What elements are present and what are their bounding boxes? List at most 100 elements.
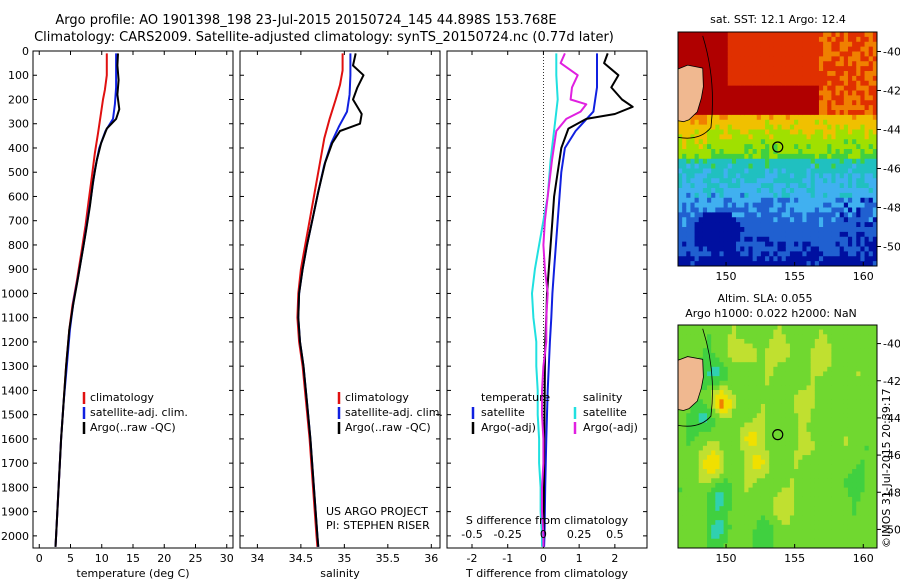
- map-cell: [864, 422, 870, 428]
- map-cell: [686, 158, 691, 165]
- map-cell: [723, 105, 729, 111]
- map-cell: [731, 450, 737, 456]
- map-cell: [823, 436, 828, 442]
- map-cell: [868, 153, 874, 160]
- map-cell: [818, 390, 824, 396]
- map-cell: [719, 417, 725, 423]
- map-cell: [690, 139, 695, 145]
- map-cell: [715, 192, 720, 199]
- map-cell: [744, 408, 749, 414]
- map-cell: [678, 427, 683, 433]
- map-cell: [765, 51, 770, 57]
- map-cell: [752, 41, 758, 48]
- map-cell: [785, 227, 791, 233]
- map-cell: [802, 352, 807, 358]
- map-cell: [690, 134, 695, 140]
- map-cell: [839, 357, 845, 363]
- map-cell: [723, 390, 729, 396]
- map-cell: [802, 390, 807, 396]
- map-cell: [694, 455, 700, 461]
- map-cell: [868, 376, 874, 382]
- map-cell: [781, 524, 787, 530]
- map-cell: [868, 207, 874, 213]
- map-cell: [723, 441, 729, 447]
- map-cell: [760, 236, 766, 243]
- map-cell: [839, 217, 845, 223]
- map-cell: [715, 492, 720, 498]
- map-cell: [702, 348, 708, 354]
- map-cell: [769, 325, 774, 331]
- map-cell: [731, 158, 737, 165]
- map-cell: [818, 385, 824, 391]
- map-cell: [781, 173, 787, 179]
- map-cell: [818, 66, 824, 72]
- map-cell: [727, 352, 733, 358]
- map-cell: [777, 529, 783, 535]
- map-cell: [682, 515, 687, 521]
- map-cell: [715, 427, 720, 433]
- map-cell: [794, 61, 799, 67]
- map-cell: [715, 183, 720, 189]
- map-cell: [731, 469, 737, 475]
- map-cell: [872, 207, 878, 213]
- map-cell: [690, 192, 695, 199]
- map-cell: [868, 357, 874, 363]
- map-cell: [860, 510, 865, 516]
- map-cell: [777, 183, 783, 189]
- map-cell: [686, 207, 691, 213]
- y-tick-label: 500: [8, 166, 29, 179]
- map-cell: [711, 153, 716, 160]
- map-cell: [810, 455, 816, 461]
- map-cell: [744, 129, 749, 135]
- map-cell: [847, 231, 853, 238]
- map-cell: [773, 119, 778, 126]
- map-cell: [682, 422, 687, 428]
- map-cell: [864, 236, 870, 243]
- map-cell: [818, 529, 824, 535]
- map-cell: [835, 110, 841, 116]
- map-cell: [835, 178, 841, 184]
- map-cell: [785, 450, 791, 456]
- map-cell: [711, 173, 716, 179]
- map-cell: [831, 207, 836, 213]
- map-cell: [702, 394, 708, 400]
- map-cell: [789, 61, 795, 67]
- map-cell: [678, 506, 683, 512]
- map-cell: [872, 496, 878, 502]
- map-cell: [748, 417, 754, 423]
- map-cell: [686, 524, 691, 530]
- map-cell: [794, 110, 799, 116]
- map-cell: [814, 408, 820, 414]
- map-cell: [831, 197, 836, 204]
- map-cell: [702, 36, 708, 43]
- map-cell: [686, 32, 691, 38]
- map-cell: [818, 222, 824, 228]
- map-cell: [731, 41, 737, 48]
- map-cell: [773, 85, 778, 91]
- map-cell: [773, 362, 778, 368]
- map-cell: [814, 464, 820, 470]
- map-cell: [690, 158, 695, 165]
- map-cell: [773, 227, 778, 233]
- map-cell: [806, 431, 812, 437]
- map-cell: [864, 478, 870, 484]
- map-cell: [818, 217, 824, 223]
- map-cell: [769, 105, 774, 111]
- map-cell: [872, 329, 878, 335]
- map-cell: [740, 90, 745, 96]
- map-cell: [827, 376, 832, 382]
- map-cell: [843, 376, 849, 382]
- map-cell: [810, 149, 816, 155]
- map-cell: [777, 455, 783, 461]
- map-cell: [806, 114, 812, 121]
- map-cell: [789, 380, 795, 386]
- map-cell: [827, 51, 832, 57]
- map-cell: [835, 246, 841, 252]
- map-cell: [769, 376, 774, 382]
- map-cell: [860, 492, 865, 498]
- map-cell: [748, 348, 754, 354]
- map-cell: [831, 56, 836, 62]
- map-cell: [731, 178, 737, 184]
- map-cell: [752, 417, 758, 423]
- map-cell: [698, 427, 704, 433]
